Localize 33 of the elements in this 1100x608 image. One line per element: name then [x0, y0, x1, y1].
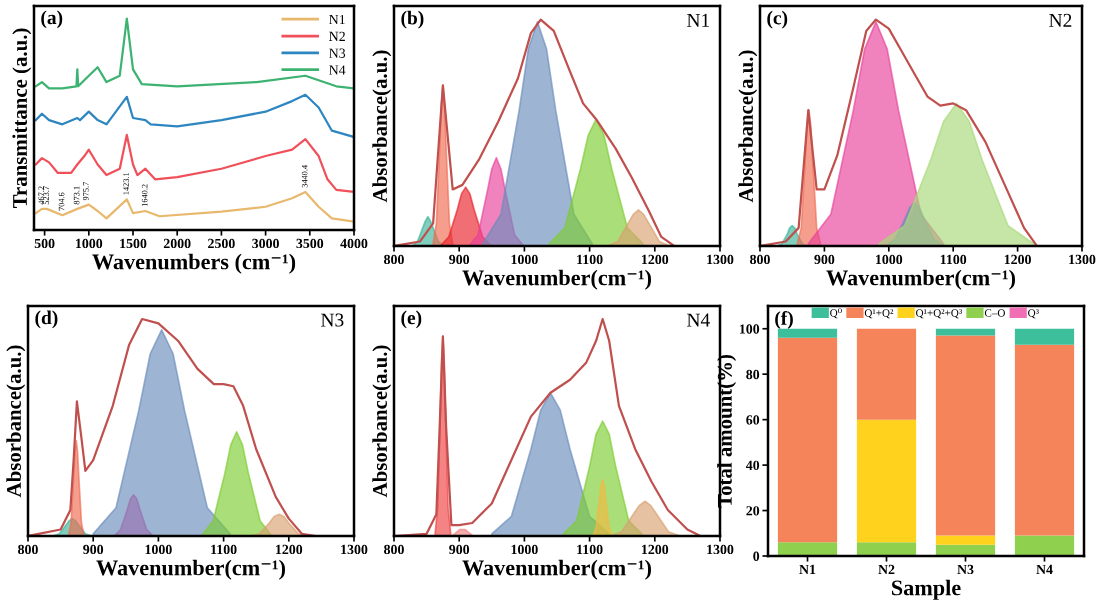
y-axis-title: Absorbance(a.u.)	[372, 50, 392, 203]
x-axis-title: Sample	[892, 579, 961, 600]
chart-subtitle: N3	[321, 313, 344, 327]
chart-title: (a)	[41, 10, 63, 29]
bar	[777, 328, 838, 338]
bar	[856, 328, 917, 420]
chart-title: (c)	[767, 10, 788, 29]
y-axis-title: Absorbance(a.u.)	[738, 50, 758, 203]
x-axis-title: Wavenumbers (cm⁻¹)	[92, 253, 296, 274]
bar	[1014, 535, 1075, 556]
bar	[856, 542, 917, 556]
y-axis-title: Transmittance (a.u.)	[12, 28, 32, 209]
chart-subtitle: N4	[687, 313, 710, 327]
bar	[1014, 328, 1075, 345]
x-axis-title: Wavenumber(cm⁻¹)	[826, 269, 1016, 290]
bar	[1014, 344, 1075, 536]
chart-subtitle: N2	[1049, 13, 1072, 27]
y-axis-title: Absorbance(a.u.)	[372, 345, 392, 498]
bar	[935, 335, 996, 536]
x-axis-title: Wavenumber(cm⁻¹)	[462, 269, 652, 290]
chart-title: (f)	[775, 311, 793, 329]
bar	[935, 535, 996, 545]
chart-subtitle: N1	[687, 13, 710, 27]
bar	[777, 337, 838, 543]
bar	[856, 419, 917, 543]
chart-title: (d)	[35, 310, 58, 329]
chart-title: (e)	[401, 310, 422, 329]
x-axis-title: Wavenumber(cm⁻¹)	[96, 559, 286, 580]
chart-title: (b)	[401, 10, 424, 29]
x-axis-title: Wavenumber(cm⁻¹)	[462, 559, 652, 580]
y-axis-title: Absorbance(a.u.)	[6, 345, 26, 498]
bar	[777, 542, 838, 556]
bar	[935, 328, 996, 336]
